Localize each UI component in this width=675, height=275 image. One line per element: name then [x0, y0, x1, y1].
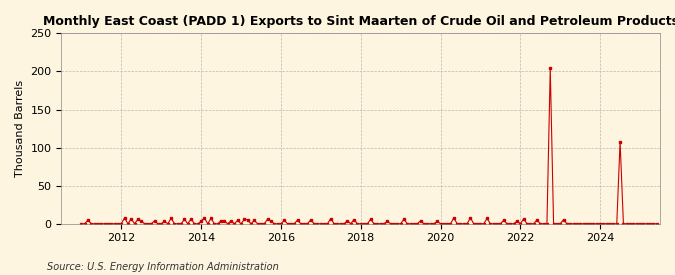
- Title: Monthly East Coast (PADD 1) Exports to Sint Maarten of Crude Oil and Petroleum P: Monthly East Coast (PADD 1) Exports to S…: [43, 15, 675, 28]
- Y-axis label: Thousand Barrels: Thousand Barrels: [15, 80, 25, 177]
- Text: Source: U.S. Energy Information Administration: Source: U.S. Energy Information Administ…: [47, 262, 279, 272]
